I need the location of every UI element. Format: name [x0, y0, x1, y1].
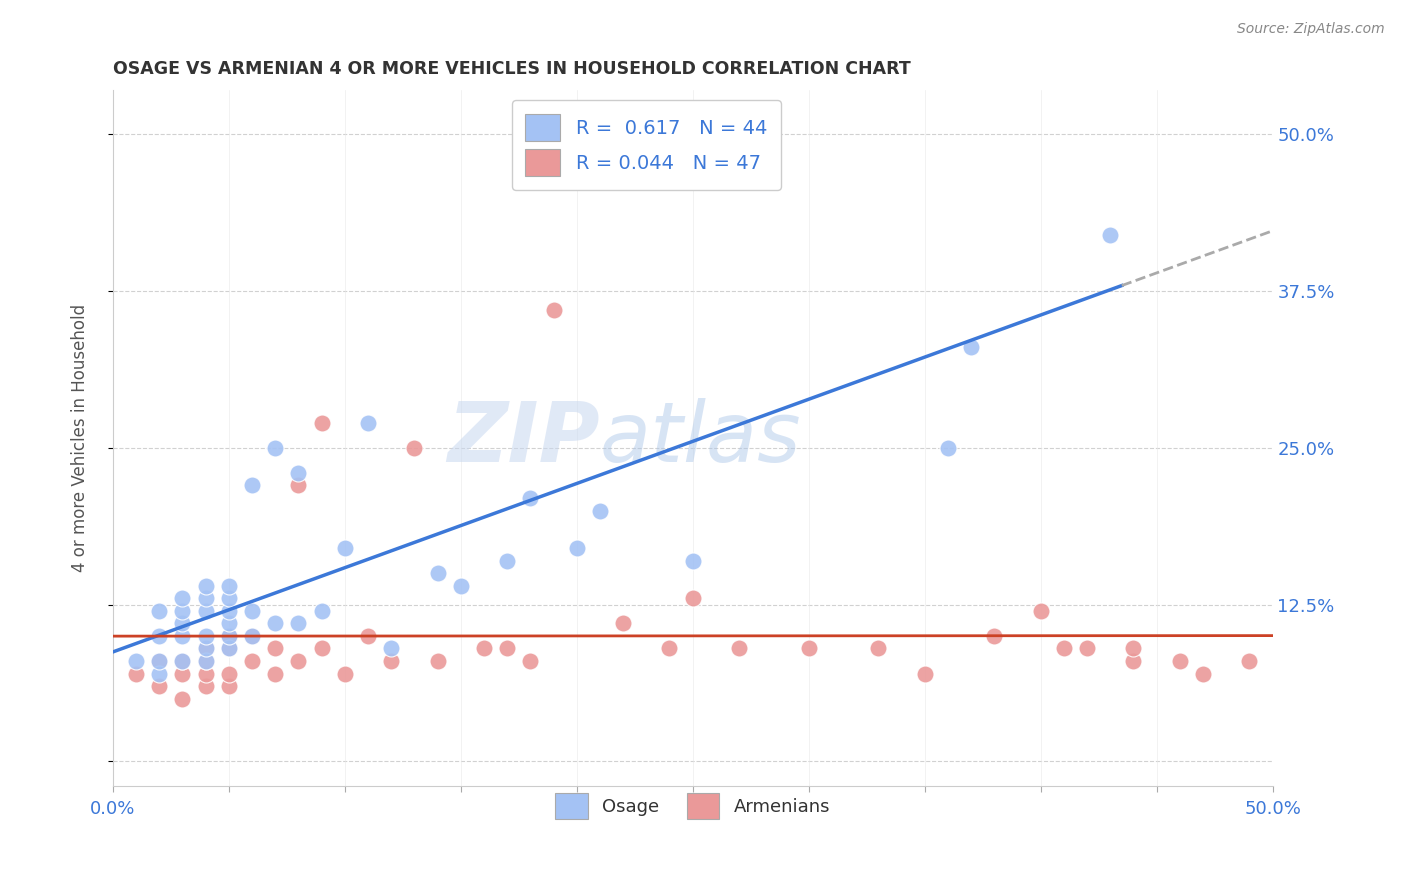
Point	[1192, 666, 1215, 681]
Point	[682, 591, 704, 606]
Point	[287, 478, 309, 492]
Point	[983, 629, 1005, 643]
Point	[264, 666, 287, 681]
Point	[287, 466, 309, 480]
Point	[914, 666, 936, 681]
Point	[218, 641, 240, 656]
Point	[218, 641, 240, 656]
Point	[380, 654, 402, 668]
Point	[728, 641, 751, 656]
Point	[311, 641, 333, 656]
Point	[194, 604, 217, 618]
Point	[194, 641, 217, 656]
Point	[218, 666, 240, 681]
Point	[426, 566, 449, 581]
Point	[194, 666, 217, 681]
Point	[125, 666, 148, 681]
Point	[404, 441, 426, 455]
Point	[194, 679, 217, 693]
Point	[612, 616, 634, 631]
Point	[1168, 654, 1191, 668]
Point	[125, 654, 148, 668]
Point	[172, 616, 194, 631]
Point	[1122, 654, 1144, 668]
Point	[1053, 641, 1076, 656]
Point	[287, 616, 309, 631]
Point	[194, 579, 217, 593]
Point	[543, 302, 565, 317]
Point	[450, 579, 472, 593]
Point	[240, 604, 263, 618]
Point	[333, 666, 356, 681]
Legend: Osage, Armenians: Osage, Armenians	[541, 779, 845, 833]
Point	[194, 654, 217, 668]
Point	[240, 629, 263, 643]
Point	[496, 554, 519, 568]
Point	[565, 541, 588, 556]
Point	[148, 654, 170, 668]
Text: ZIP: ZIP	[447, 398, 600, 479]
Point	[333, 541, 356, 556]
Point	[868, 641, 890, 656]
Point	[148, 629, 170, 643]
Text: OSAGE VS ARMENIAN 4 OR MORE VEHICLES IN HOUSEHOLD CORRELATION CHART: OSAGE VS ARMENIAN 4 OR MORE VEHICLES IN …	[112, 60, 911, 78]
Point	[218, 604, 240, 618]
Point	[287, 654, 309, 668]
Point	[1076, 641, 1098, 656]
Point	[172, 654, 194, 668]
Point	[148, 654, 170, 668]
Point	[218, 616, 240, 631]
Point	[172, 666, 194, 681]
Point	[240, 654, 263, 668]
Point	[148, 679, 170, 693]
Point	[218, 629, 240, 643]
Point	[311, 604, 333, 618]
Point	[172, 591, 194, 606]
Point	[218, 579, 240, 593]
Point	[218, 679, 240, 693]
Point	[194, 629, 217, 643]
Point	[357, 416, 380, 430]
Point	[194, 654, 217, 668]
Point	[426, 654, 449, 668]
Point	[960, 340, 983, 354]
Text: atlas: atlas	[600, 398, 801, 479]
Point	[1029, 604, 1052, 618]
Point	[658, 641, 681, 656]
Point	[728, 153, 751, 167]
Point	[148, 666, 170, 681]
Point	[1099, 227, 1122, 242]
Text: Source: ZipAtlas.com: Source: ZipAtlas.com	[1237, 22, 1385, 37]
Point	[519, 654, 541, 668]
Point	[172, 629, 194, 643]
Point	[936, 441, 959, 455]
Point	[172, 691, 194, 706]
Point	[240, 629, 263, 643]
Point	[194, 641, 217, 656]
Point	[264, 616, 287, 631]
Point	[172, 654, 194, 668]
Point	[380, 641, 402, 656]
Point	[496, 641, 519, 656]
Point	[264, 641, 287, 656]
Point	[172, 604, 194, 618]
Point	[218, 591, 240, 606]
Point	[311, 416, 333, 430]
Point	[682, 554, 704, 568]
Point	[1122, 641, 1144, 656]
Point	[264, 441, 287, 455]
Y-axis label: 4 or more Vehicles in Household: 4 or more Vehicles in Household	[72, 304, 89, 573]
Point	[519, 491, 541, 505]
Point	[357, 629, 380, 643]
Point	[472, 641, 495, 656]
Point	[1239, 654, 1261, 668]
Point	[589, 503, 612, 517]
Point	[194, 591, 217, 606]
Point	[218, 629, 240, 643]
Point	[148, 604, 170, 618]
Point	[240, 478, 263, 492]
Point	[797, 641, 820, 656]
